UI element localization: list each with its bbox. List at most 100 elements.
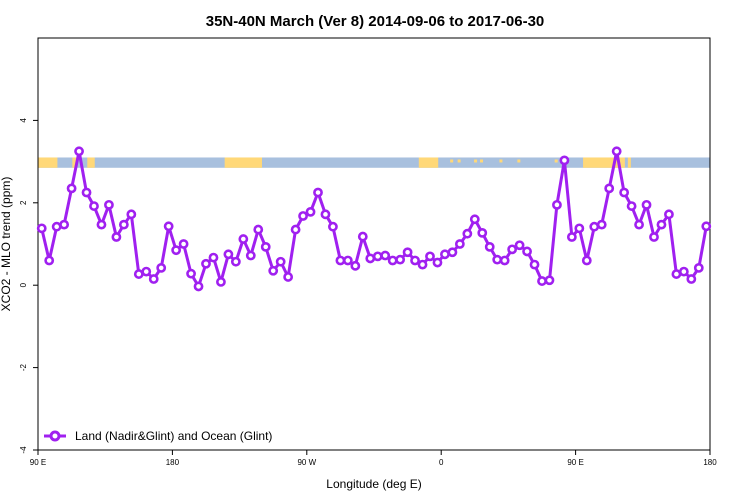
data-point bbox=[328, 221, 338, 232]
data-point bbox=[469, 214, 480, 225]
axes: 90 E 180 90 W 0 90 E 180 -4 -2 0 2 4 bbox=[19, 118, 717, 467]
data-point bbox=[268, 265, 279, 276]
data-point bbox=[581, 255, 592, 266]
data-point bbox=[81, 187, 92, 198]
legend-point-marker bbox=[49, 430, 61, 442]
data-point bbox=[305, 206, 316, 217]
data-point bbox=[342, 255, 353, 266]
data-point bbox=[66, 183, 77, 194]
data-point bbox=[626, 201, 637, 211]
data-point bbox=[604, 183, 615, 194]
data-point bbox=[372, 251, 383, 262]
data-point bbox=[477, 227, 488, 238]
data-point bbox=[492, 254, 503, 265]
data-point bbox=[245, 250, 256, 261]
data-point bbox=[156, 262, 167, 273]
legend-label: Land (Nadir&Glint) and Ocean (Glint) bbox=[75, 429, 272, 443]
data-point bbox=[74, 146, 84, 157]
y-tick-label: 4 bbox=[19, 118, 28, 123]
data-point bbox=[201, 258, 211, 269]
data-point bbox=[89, 201, 99, 211]
data-point bbox=[499, 255, 510, 266]
data-point bbox=[678, 266, 689, 277]
data-point bbox=[118, 219, 129, 230]
data-point bbox=[111, 232, 122, 242]
data-point bbox=[440, 249, 450, 260]
land-speck bbox=[457, 159, 461, 163]
land-speck bbox=[554, 159, 558, 163]
data-point bbox=[320, 209, 331, 220]
data-point bbox=[36, 223, 47, 234]
data-point bbox=[544, 275, 555, 286]
data-point bbox=[387, 255, 398, 266]
y-tick-label: -2 bbox=[19, 363, 28, 371]
data-point bbox=[44, 255, 55, 266]
data-point bbox=[178, 239, 189, 249]
x-tick-label: 0 bbox=[439, 458, 444, 467]
data-point bbox=[193, 281, 204, 292]
data-point bbox=[208, 252, 219, 263]
data-point bbox=[611, 146, 622, 157]
land-band bbox=[418, 157, 439, 168]
land-band bbox=[72, 157, 77, 168]
data-point bbox=[148, 274, 159, 284]
data-point bbox=[649, 232, 659, 242]
data-point bbox=[634, 219, 644, 230]
data-point bbox=[484, 241, 495, 252]
data-point bbox=[454, 239, 465, 249]
data-point bbox=[552, 199, 562, 210]
land-band bbox=[627, 157, 631, 168]
data-point bbox=[365, 253, 376, 264]
data-point bbox=[664, 209, 674, 220]
plot-frame bbox=[37, 37, 711, 451]
land-speck bbox=[517, 159, 521, 163]
data-point bbox=[298, 211, 308, 221]
data-point bbox=[432, 257, 443, 268]
data-point bbox=[395, 254, 406, 265]
data-point bbox=[537, 276, 547, 286]
chart-title: 35N-40N March (Ver 8) 2014-09-06 to 2017… bbox=[206, 13, 545, 30]
x-tick-label: 180 bbox=[166, 458, 180, 467]
y-tick-label: -4 bbox=[19, 446, 28, 454]
land-band bbox=[224, 157, 262, 168]
data-point bbox=[514, 240, 525, 251]
y-axis-title: XCO2 - MLO trend (ppm) bbox=[0, 177, 13, 312]
data-point bbox=[686, 274, 697, 284]
data-point bbox=[186, 268, 196, 279]
data-point bbox=[126, 209, 137, 220]
land-ocean-strip bbox=[38, 157, 710, 168]
data-point bbox=[223, 249, 234, 260]
data-point bbox=[656, 219, 667, 230]
data-point bbox=[313, 187, 323, 198]
data-point bbox=[559, 155, 570, 166]
x-axis-title: Longitude (deg E) bbox=[326, 477, 421, 491]
data-point bbox=[589, 221, 600, 232]
x-tick-label: 90 W bbox=[297, 458, 316, 467]
data-point bbox=[163, 221, 174, 232]
data-point bbox=[260, 241, 271, 252]
data-point bbox=[641, 199, 652, 210]
x-tick-label: 180 bbox=[703, 458, 717, 467]
data-point bbox=[283, 272, 294, 282]
data-point bbox=[596, 219, 607, 230]
data-point bbox=[230, 256, 241, 267]
data-point bbox=[574, 223, 585, 234]
ocean-band bbox=[38, 157, 710, 168]
data-point bbox=[522, 246, 532, 257]
x-tick-label: 90 E bbox=[567, 458, 583, 467]
data-point bbox=[619, 187, 630, 198]
data-point bbox=[566, 232, 577, 242]
data-point bbox=[96, 219, 107, 230]
data-point bbox=[425, 251, 435, 262]
land-band bbox=[87, 157, 95, 168]
data-point bbox=[216, 277, 226, 287]
legend: Land (Nadir&Glint) and Ocean (Glint) bbox=[44, 429, 272, 443]
data-point bbox=[380, 250, 391, 261]
data-point bbox=[462, 228, 473, 239]
data-point bbox=[59, 219, 70, 230]
land-speck bbox=[499, 159, 503, 163]
y-tick-label: 2 bbox=[19, 200, 28, 205]
data-point bbox=[357, 231, 368, 242]
data-point bbox=[417, 259, 428, 270]
land-band bbox=[583, 157, 625, 168]
